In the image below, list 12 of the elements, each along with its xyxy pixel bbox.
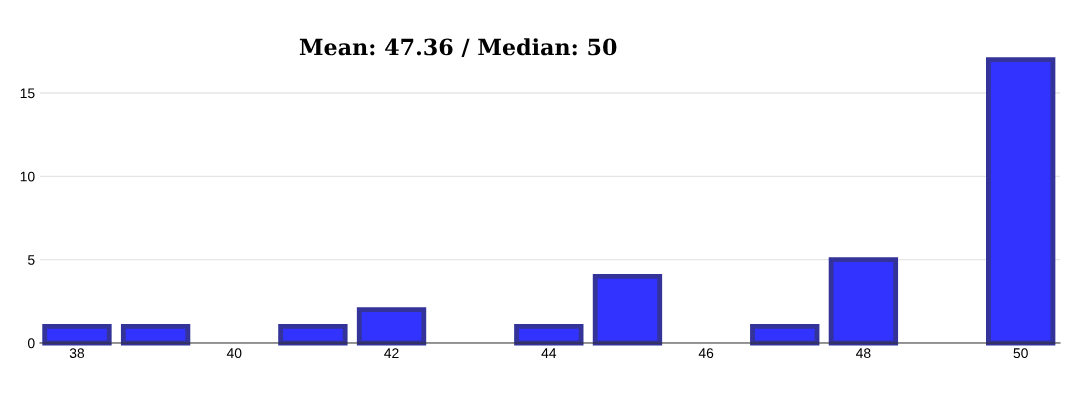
x-tick-label: 40 <box>226 348 242 359</box>
y-tick-label: 15 <box>20 88 35 99</box>
x-tick-label: 50 <box>1013 348 1028 359</box>
x-tick-label: 46 <box>698 348 714 359</box>
y-tick-label: 10 <box>20 171 35 182</box>
x-tick-label: 48 <box>855 348 871 359</box>
chart-title: Mean: 47.36 / Median: 50 <box>299 38 617 58</box>
x-tick-label: 42 <box>384 348 399 358</box>
y-tick-label: 5 <box>27 255 35 265</box>
x-tick-label: 38 <box>69 348 85 359</box>
y-tick-label: 0 <box>27 338 35 349</box>
x-tick-label: 44 <box>541 348 557 358</box>
